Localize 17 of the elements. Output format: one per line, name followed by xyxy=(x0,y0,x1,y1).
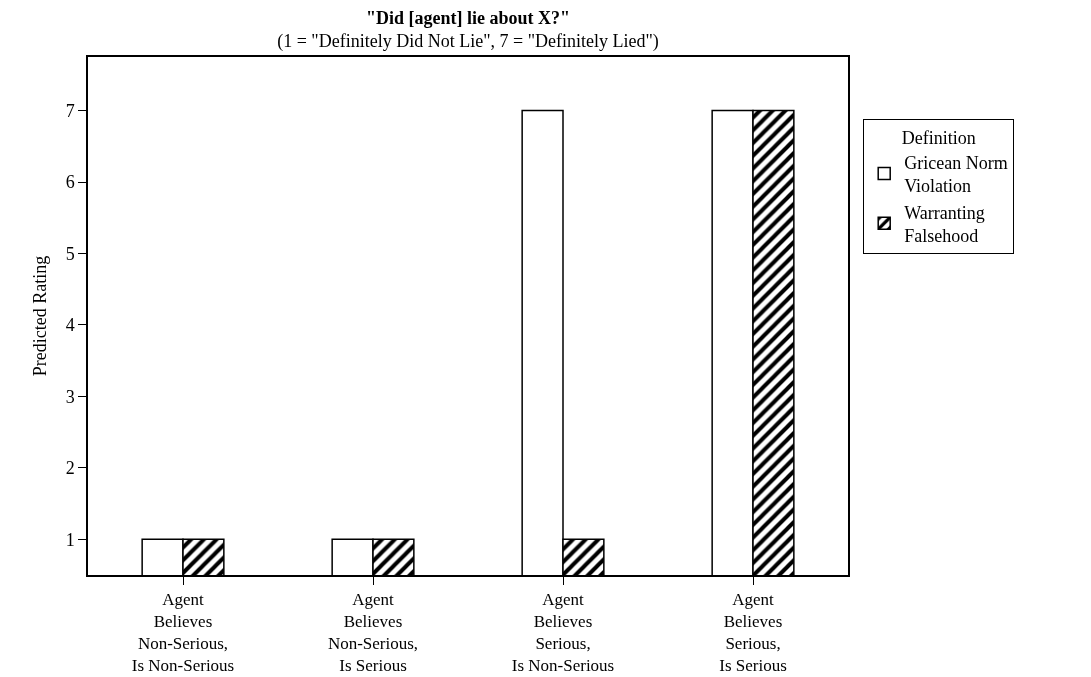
y-tick-label: 6 xyxy=(65,172,75,193)
y-tick-label: 4 xyxy=(65,315,75,336)
y-tick-label: 2 xyxy=(65,458,75,479)
y-tick-label: 3 xyxy=(65,386,75,407)
legend-title: Definition xyxy=(901,127,976,148)
y-axis-title: Predicted Rating xyxy=(30,255,51,377)
text: Warranting Falsehood xyxy=(904,202,985,246)
x-tick-label: Agent Believes Non-Serious, Is Serious xyxy=(327,590,419,676)
x-tick-label: Agent Believes Serious, Is Non-Serious xyxy=(511,590,615,676)
y-tick-label: 1 xyxy=(65,529,75,550)
y-tick-label: 7 xyxy=(65,100,75,121)
x-tick-label: Agent Believes Serious, Is Serious xyxy=(719,590,787,676)
x-tick-label: Agent Believes Non-Serious, Is Non-Serious xyxy=(131,590,235,676)
legend-label: Gricean Norm Violation xyxy=(904,152,1008,197)
y-tick-label: 5 xyxy=(65,243,75,264)
chart-title: "Did [agent] lie about X?" xyxy=(366,7,570,28)
chart-subtitle: (1 = "Definitely Did Not Lie", 7 = "Definitely Lied") xyxy=(277,31,659,53)
